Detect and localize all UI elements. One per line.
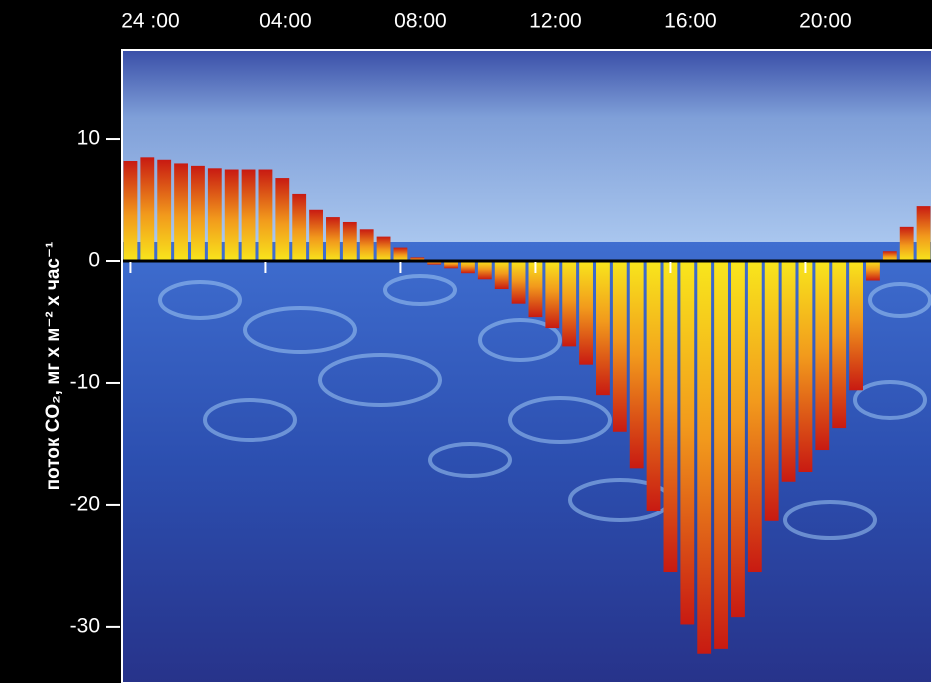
bar [747, 261, 762, 573]
bar [798, 261, 813, 472]
bar [764, 261, 779, 521]
sky-background [122, 50, 932, 242]
bar [545, 261, 560, 329]
x-tick-label: 08:00 [394, 10, 447, 33]
water-texture [158, 274, 932, 540]
x-tick-label: 16:00 [664, 10, 717, 33]
bar [646, 261, 661, 512]
bar [275, 178, 290, 261]
bar [781, 261, 796, 482]
bar [866, 261, 880, 281]
bar [832, 261, 847, 429]
bar [714, 261, 728, 649]
bar [326, 217, 340, 261]
x-tick-label: 04:00 [259, 10, 312, 33]
bar [140, 157, 155, 261]
bar [410, 257, 425, 261]
bar [815, 261, 830, 451]
bar [849, 261, 863, 391]
bar [477, 261, 492, 280]
bar [359, 229, 374, 261]
y-tick-label: -10 [70, 371, 100, 394]
bar [528, 261, 543, 318]
bar [680, 261, 695, 625]
bar [511, 261, 526, 304]
bar [123, 160, 138, 261]
bar [562, 261, 577, 347]
bar [427, 261, 442, 265]
bar [342, 221, 357, 261]
bar [663, 261, 678, 573]
bar [174, 163, 188, 261]
y-tick-label: 10 [77, 127, 100, 150]
x-tick-label: 20:00 [799, 10, 852, 33]
bar [376, 236, 391, 261]
x-tick-label: 12:00 [529, 10, 582, 33]
bar [309, 209, 323, 261]
bar [444, 261, 458, 269]
bar [461, 261, 475, 274]
bar [579, 261, 593, 365]
bar [596, 261, 610, 396]
bar [157, 159, 172, 261]
bar [731, 261, 745, 618]
y-tick-label: -20 [70, 492, 100, 515]
bar [191, 165, 205, 261]
bar [241, 169, 256, 261]
y-tick-label: -30 [70, 614, 100, 637]
x-tick-label: 24 :00 [121, 10, 179, 33]
bar [697, 261, 712, 654]
bar [494, 261, 509, 290]
bar [612, 261, 627, 432]
bar [629, 261, 644, 469]
bar [882, 251, 897, 261]
bar [292, 193, 307, 261]
bar [224, 169, 239, 261]
bar [916, 206, 931, 261]
y-axis-label: поток CO₂, мг х м⁻² х час⁻¹ [43, 242, 64, 491]
bar [393, 247, 408, 261]
bar [899, 226, 914, 261]
bar [207, 168, 222, 261]
y-tick-label: 0 [88, 249, 100, 272]
bar [258, 169, 273, 261]
plot-frame [121, 49, 932, 683]
